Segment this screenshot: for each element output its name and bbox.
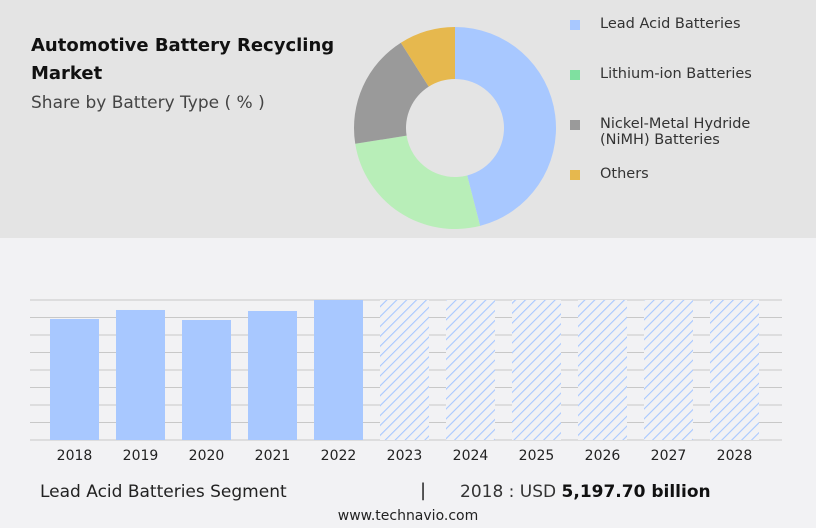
bar-2024 bbox=[446, 300, 495, 440]
source-site: www.technavio.com bbox=[337, 508, 479, 524]
x-tick-label: 2026 bbox=[585, 448, 621, 464]
x-tick-label: 2020 bbox=[189, 448, 225, 464]
segment-label: Lead Acid Batteries Segment bbox=[40, 482, 287, 502]
donut-slice-3 bbox=[400, 27, 455, 87]
x-tick-label: 2025 bbox=[519, 448, 555, 464]
bar-2027 bbox=[644, 300, 693, 440]
x-tick-label: 2027 bbox=[651, 448, 687, 464]
legend-swatch bbox=[570, 20, 580, 30]
bar-2028 bbox=[710, 300, 759, 440]
donut-slice-2 bbox=[354, 42, 429, 144]
bar-2020 bbox=[182, 319, 231, 440]
donut-slice-0 bbox=[455, 27, 557, 226]
segment-value: 2018 : USD 5,197.70 billion bbox=[460, 482, 711, 502]
x-tick-label: 2024 bbox=[453, 448, 489, 464]
separator: | bbox=[420, 480, 427, 501]
bar-2023 bbox=[380, 300, 429, 440]
x-tick-label: 2022 bbox=[321, 448, 357, 464]
x-tick-label: 2028 bbox=[717, 448, 753, 464]
x-tick-label: 2021 bbox=[255, 448, 291, 464]
chart-title: Automotive Battery Recycling Market bbox=[31, 35, 335, 84]
legend-item-lead-acid: Lead Acid Batteries bbox=[570, 16, 810, 50]
bar-chart: 2018 2019 2020 2021 2022 2023 2024 2025 2026 2027… bbox=[30, 299, 782, 464]
legend: Lead Acid Batteries Lithium-ion Batterie… bbox=[570, 14, 810, 204]
legend-swatch bbox=[570, 170, 580, 180]
bar-2019 bbox=[116, 309, 165, 440]
legend-item-lithium-ion: Lithium-ion Batteries bbox=[570, 66, 810, 100]
bar-2021 bbox=[248, 310, 297, 440]
legend-swatch bbox=[570, 70, 580, 80]
donut-chart bbox=[354, 27, 557, 229]
x-tick-label: 2018 bbox=[57, 448, 93, 464]
bar-2025 bbox=[512, 300, 561, 440]
x-tick-label: 2023 bbox=[387, 448, 423, 464]
bar-2022 bbox=[314, 300, 363, 440]
chart-subtitle: Share by Battery Type ( % ) bbox=[31, 93, 265, 113]
bar-2026 bbox=[578, 300, 627, 440]
legend-swatch bbox=[570, 120, 580, 130]
x-tick-label: 2019 bbox=[123, 448, 159, 464]
bar-2018 bbox=[50, 319, 99, 440]
legend-item-nimh: Nickel-Metal Hydride (NiMH) Batteries bbox=[570, 116, 810, 150]
legend-item-others: Others bbox=[570, 166, 810, 200]
donut-slice-1 bbox=[355, 135, 481, 229]
